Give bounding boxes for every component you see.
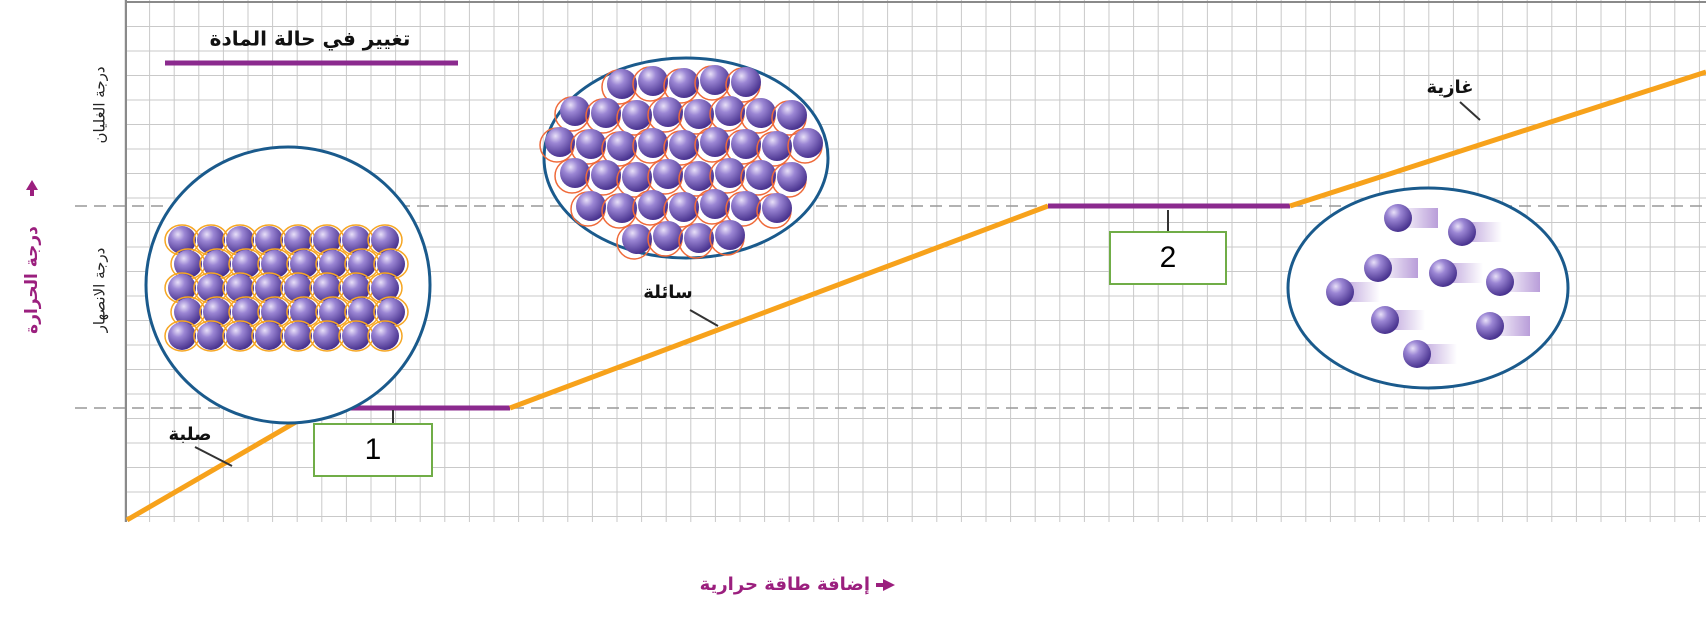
particle [731,191,761,221]
y-arrow [26,180,38,196]
particle [746,160,776,190]
x-arrow [876,579,895,591]
solid-particles [146,147,430,423]
particle [746,98,776,128]
particle [638,128,668,158]
pointer [690,310,718,326]
particle [560,96,590,126]
phase-label: صلبة [168,424,211,445]
particle [1371,306,1399,334]
particle [313,322,341,350]
particle [715,158,745,188]
particle [1448,218,1476,246]
particle [1384,204,1412,232]
particle [762,193,792,223]
pointer [195,447,232,466]
title: تغيير في حالة المادة [210,27,411,52]
phase-label: سائلة [643,282,692,303]
particle [700,127,730,157]
particle [560,158,590,188]
particle [1429,259,1457,287]
particle [1364,254,1392,282]
particle [653,97,683,127]
curve-gas [1290,72,1706,206]
particle [731,67,761,97]
particle [342,322,370,350]
particle [591,98,621,128]
particle [1403,340,1431,368]
phase-label: غازية [1426,77,1473,98]
pointer [1460,102,1480,120]
particle [576,191,606,221]
particle [777,162,807,192]
particle [715,96,745,126]
particle [545,127,575,157]
particle [1486,268,1514,296]
particle [226,322,254,350]
boiling-label: درجة الغليان [91,66,109,143]
particle [255,322,283,350]
particle [715,220,745,250]
particle [777,100,807,130]
particle [1326,278,1354,306]
particle [731,129,761,159]
particle [576,129,606,159]
particle [700,65,730,95]
particle [371,322,399,350]
x-axis-label: إضافة طاقة حرارية [700,574,870,595]
box-number: 2 [1160,241,1177,274]
particle [638,66,668,96]
particle [591,160,621,190]
particle [653,221,683,251]
particle [793,128,823,158]
particle [284,322,312,350]
particle [1476,312,1504,340]
gas-particles [1288,188,1568,388]
y-axis-label: درجة الحرارة [22,226,42,334]
particle [638,190,668,220]
curve-liquid [510,206,1048,408]
particle [700,189,730,219]
box-number: 1 [365,433,382,466]
particle [197,322,225,350]
particle [168,322,196,350]
liquid-particles [540,58,828,259]
particle [653,159,683,189]
diagram: تغيير في حالة المادة صلبة سائلة غازية در… [0,0,1706,628]
melting-label: درجة الانصهار [91,248,109,334]
